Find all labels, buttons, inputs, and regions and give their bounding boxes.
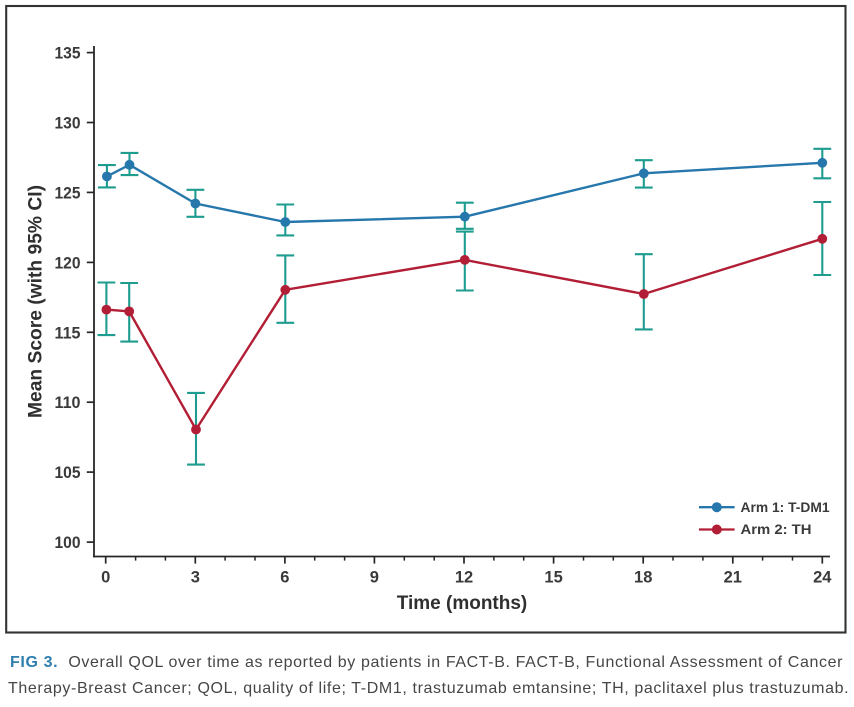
svg-text:105: 105 (55, 464, 81, 482)
svg-text:Mean Score (with 95% CI): Mean Score (with 95% CI) (26, 185, 47, 418)
svg-text:3: 3 (191, 569, 200, 587)
svg-text:15: 15 (544, 569, 562, 587)
svg-text:115: 115 (55, 324, 81, 342)
svg-text:135: 135 (55, 45, 81, 63)
svg-text:125: 125 (55, 184, 81, 202)
svg-text:100: 100 (55, 534, 81, 552)
svg-text:130: 130 (55, 115, 81, 133)
svg-text:21: 21 (724, 569, 742, 587)
svg-text:9: 9 (370, 569, 379, 587)
svg-text:110: 110 (55, 394, 81, 412)
svg-text:Arm 2: TH: Arm 2: TH (741, 522, 812, 537)
svg-text:6: 6 (280, 569, 289, 587)
svg-text:Arm 1: T-DM1: Arm 1: T-DM1 (741, 500, 830, 515)
svg-text:0: 0 (101, 569, 110, 587)
svg-text:120: 120 (55, 254, 81, 272)
svg-text:18: 18 (634, 569, 652, 587)
svg-text:12: 12 (455, 569, 473, 587)
svg-text:Time (months): Time (months) (397, 593, 528, 614)
svg-text:24: 24 (813, 569, 832, 587)
